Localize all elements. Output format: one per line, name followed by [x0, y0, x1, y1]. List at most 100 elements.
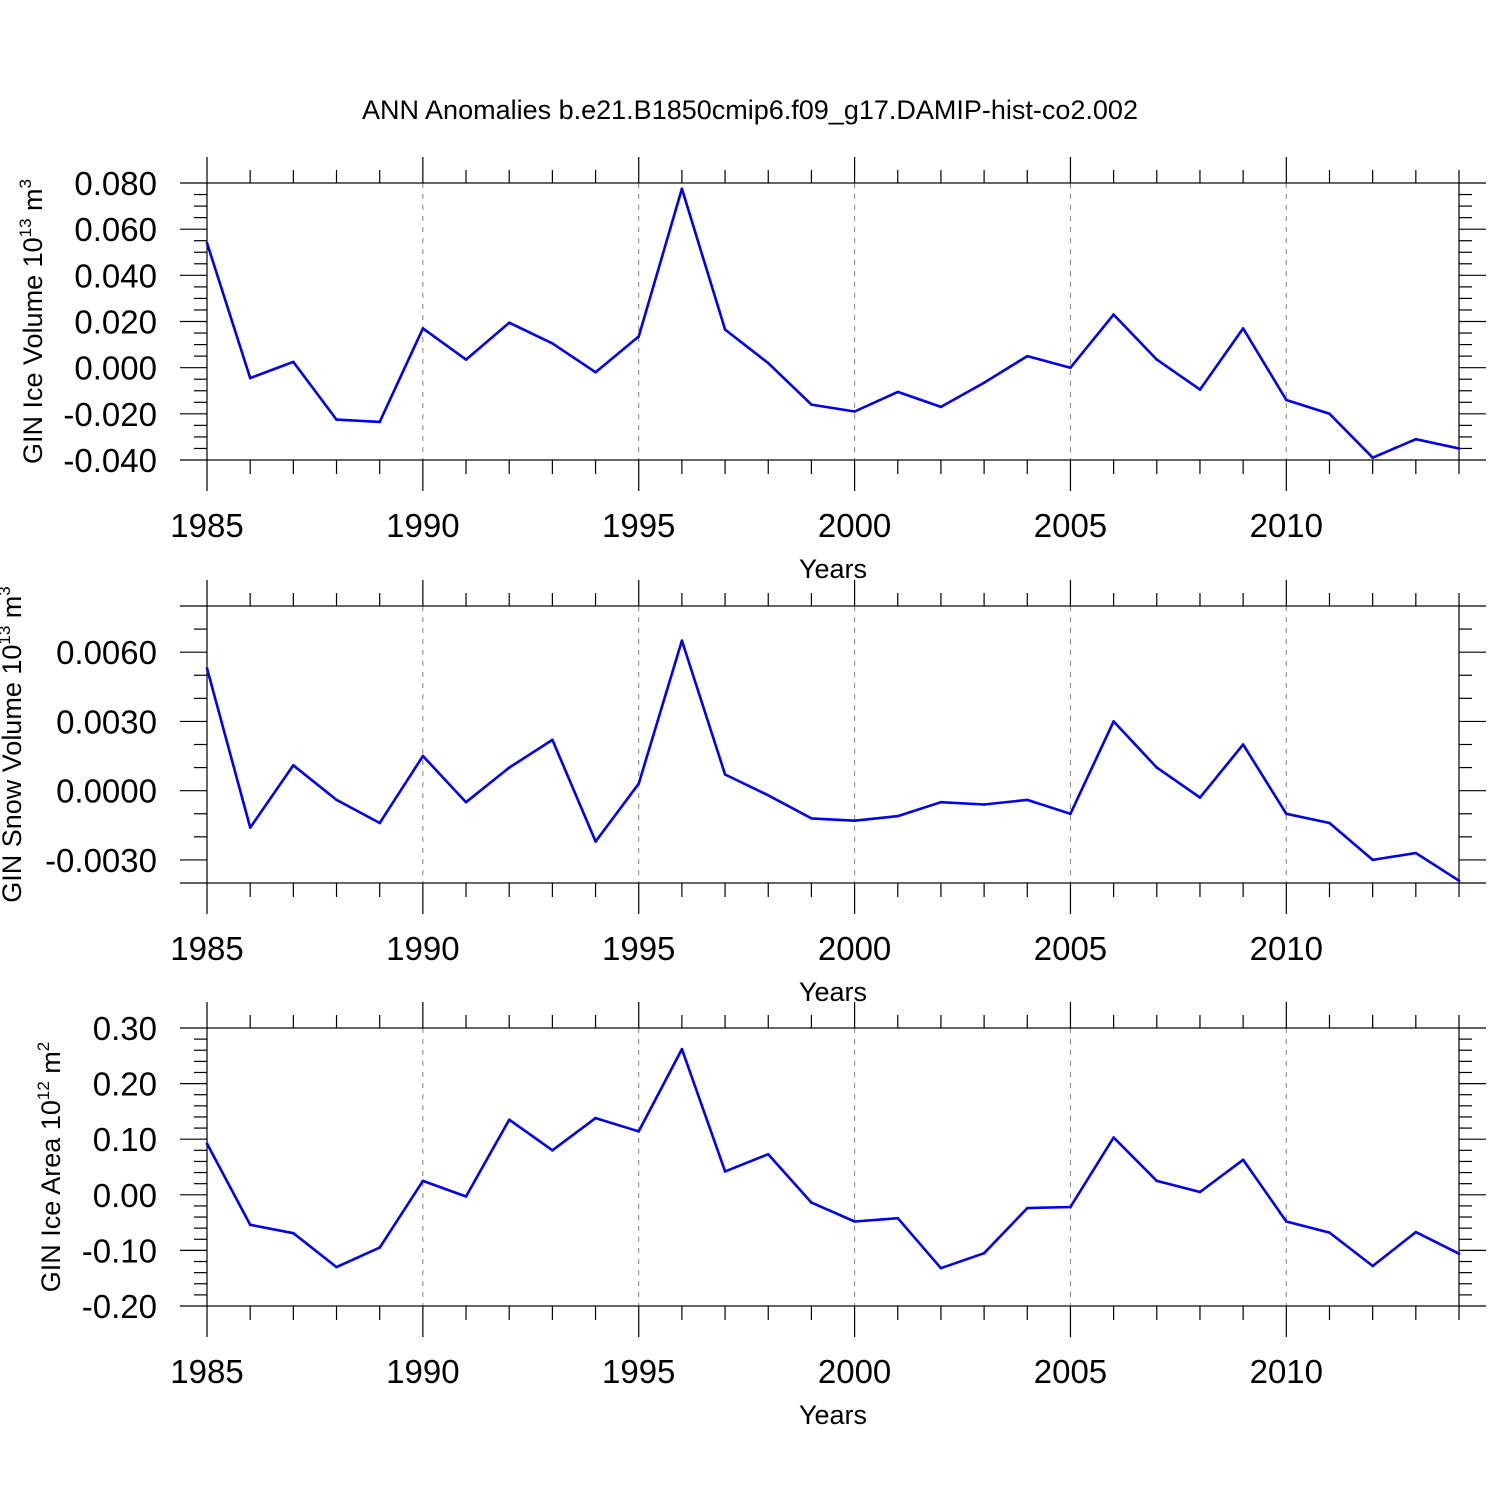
data-point: [1414, 1230, 1418, 1234]
y-tick-label: 0.0000: [56, 773, 157, 810]
x-tick-label: 1995: [602, 1353, 675, 1390]
data-point: [1285, 398, 1288, 402]
data-point: [594, 370, 597, 374]
x-tick-label: 2000: [818, 930, 891, 967]
plot-frame: [206, 1027, 1460, 1307]
data-point: [1457, 447, 1461, 450]
y-axis-label-superscript: 13: [16, 218, 35, 237]
data-point: [1112, 313, 1115, 316]
y-tick-label: 0.20: [93, 1066, 157, 1103]
series-line: [205, 187, 1460, 460]
y-axis-label-part: m: [0, 596, 27, 626]
data-point: [853, 819, 856, 822]
data-point: [896, 1216, 900, 1220]
data-point: [1198, 388, 1202, 391]
data-point: [378, 1246, 381, 1249]
data-point: [1155, 358, 1159, 361]
x-tick-label: 1995: [602, 930, 675, 967]
y-axis-label-part: m: [36, 1051, 66, 1081]
data-point: [335, 1265, 338, 1269]
data-point: [378, 821, 381, 825]
data-point: [982, 803, 986, 806]
y-tick-label: 0.30: [93, 1010, 157, 1047]
data-point: [551, 1149, 554, 1152]
y-tick-label: 0.060: [74, 211, 157, 248]
data-point: [810, 817, 813, 820]
data-point: [939, 800, 943, 804]
data-point: [421, 1179, 425, 1183]
y-tick-label: 0.10: [93, 1121, 157, 1158]
x-tick-label: 2010: [1250, 507, 1323, 544]
x-tick-label: 1985: [170, 930, 243, 967]
plot-frame: [206, 605, 1460, 884]
series-line: [205, 1047, 1460, 1270]
x-axis-label: Years: [799, 977, 867, 1007]
x-tick-label: 2010: [1250, 930, 1323, 967]
chart-panel-1: -0.040 -0.020 0.000 0.020 0.040 0.060 0.080 198…: [16, 157, 1486, 584]
data-point: [1198, 796, 1202, 799]
y-axis-label: GIN Ice Area 1012 m2: [34, 1042, 66, 1293]
data-point: [594, 840, 597, 843]
data-point: [421, 327, 425, 330]
data-point: [421, 754, 425, 758]
data-point: [1025, 798, 1029, 802]
y-tick-label: -0.040: [63, 442, 157, 479]
data-point: [378, 420, 381, 424]
data-point: [1371, 456, 1374, 459]
data-point: [1241, 1158, 1245, 1162]
data-point: [1457, 879, 1461, 882]
x-tick-label: 2005: [1034, 930, 1107, 967]
y-axis-label-superscript: 13: [0, 626, 14, 645]
data-point: [982, 1251, 986, 1255]
y-tick-label: 0.0030: [56, 703, 157, 740]
x-tick-label: 1990: [386, 1353, 459, 1390]
data-point: [896, 390, 900, 394]
data-point: [1069, 812, 1072, 816]
y-axis-label-part: m: [18, 188, 48, 218]
data-point: [723, 1170, 727, 1173]
data-point: [1112, 1136, 1115, 1139]
y-axis-label: GIN Ice Volume 1013 m3: [16, 179, 48, 464]
data-point: [680, 1047, 684, 1051]
x-tick-label: 2005: [1034, 507, 1107, 544]
data-point: [1025, 354, 1029, 358]
data-point: [853, 410, 856, 413]
data-point: [637, 1130, 641, 1133]
x-tick-label: 2000: [818, 507, 891, 544]
x-tick-label: 1985: [170, 1353, 243, 1390]
x-tick-label: 1990: [386, 930, 459, 967]
data-point: [637, 335, 641, 338]
data-point: [766, 361, 770, 365]
data-point: [1371, 1264, 1374, 1268]
data-point: [507, 766, 511, 769]
series-line: [205, 639, 1460, 882]
data-point: [1328, 1231, 1331, 1234]
y-tick-label: -0.20: [82, 1288, 157, 1325]
data-point: [637, 782, 641, 786]
data-point: [1241, 743, 1245, 746]
data-point: [1155, 1179, 1159, 1183]
chart-panels: -0.040 -0.020 0.000 0.020 0.040 0.060 0.080 198…: [0, 157, 1486, 1430]
data-point: [1285, 1220, 1288, 1223]
data-point: [335, 798, 338, 802]
chart-title: ANN Anomalies b.e21.B1850cmip6.f09_g17.D…: [362, 95, 1138, 125]
y-tick-label: 0.040: [74, 257, 157, 294]
data-point: [766, 793, 770, 797]
y-axis-label-part: GIN Ice Volume 10: [18, 237, 48, 464]
x-tick-label: 1995: [602, 507, 675, 544]
data-point: [248, 1223, 252, 1227]
y-axis-label-part: GIN Snow Volume 10: [0, 645, 27, 903]
data-point: [551, 342, 554, 345]
data-point: [1155, 766, 1159, 769]
x-axis-label: Years: [799, 554, 867, 584]
data-point: [1414, 437, 1418, 441]
y-tick-label: 0.000: [74, 350, 157, 387]
data-point: [205, 667, 209, 670]
data-point: [723, 773, 727, 776]
y-tick-label: 0.00: [93, 1177, 157, 1214]
x-tick-label: 2010: [1250, 1353, 1323, 1390]
data-point: [766, 1152, 770, 1156]
y-tick-label: -0.0030: [45, 842, 157, 879]
data-point: [292, 763, 295, 767]
